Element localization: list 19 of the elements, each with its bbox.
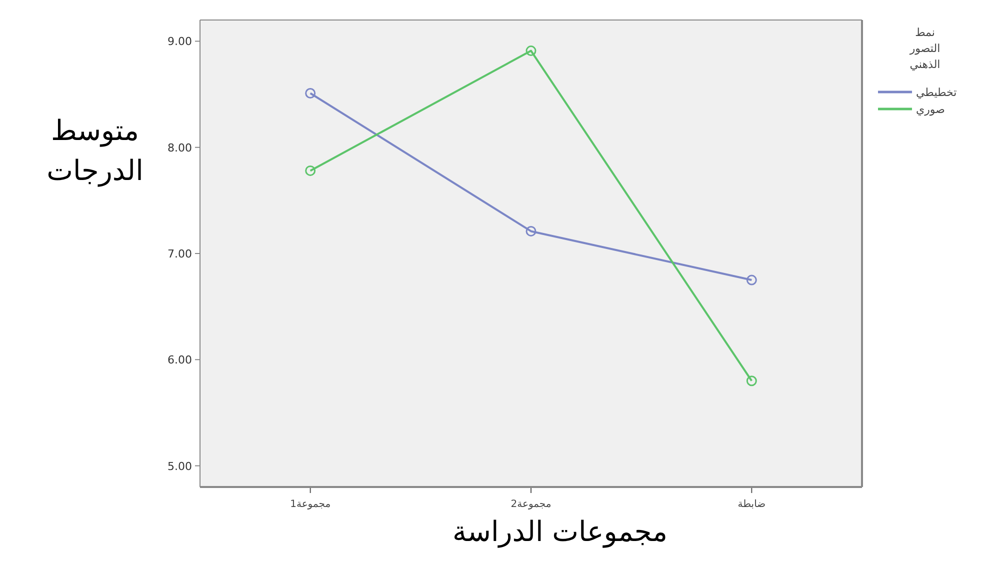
y-axis-title: متوسط الدرجات <box>46 114 144 187</box>
y-tick-label: 6.00 <box>168 354 192 367</box>
point <box>746 274 757 286</box>
x-tick-label: ضابطة <box>738 499 766 510</box>
point <box>526 226 536 236</box>
point <box>526 46 536 56</box>
x-axis-title: مجموعات الدراسة <box>452 515 668 548</box>
y-tick-label: 7.00 <box>168 248 192 260</box>
point <box>746 376 757 386</box>
y-tick-label: 5.00 <box>168 460 192 473</box>
y-tick-label: 8.00 <box>168 141 192 154</box>
point <box>305 165 316 176</box>
legend-label: صوري <box>916 103 945 116</box>
legend-title: نمط التصور الذهني <box>908 26 940 71</box>
legend-label: تخطيطي <box>916 86 957 99</box>
x-tick-label: مجموعة2 <box>510 499 552 510</box>
y-tick-label: 9.00 <box>168 35 192 48</box>
point <box>305 88 316 98</box>
x-tick-label: مجموعة1 <box>290 499 331 510</box>
